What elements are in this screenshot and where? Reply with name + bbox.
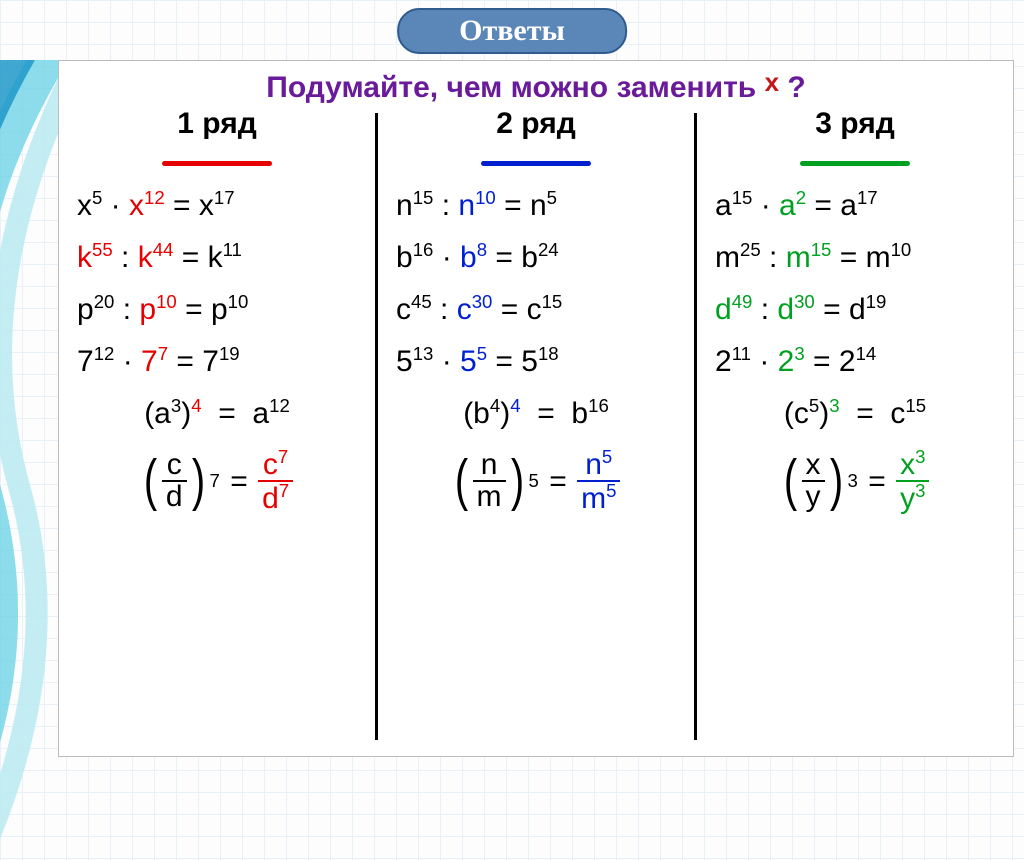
equation: n15 : n10 = n5 [396, 188, 676, 222]
column-underline [162, 161, 272, 166]
column-underline [800, 161, 910, 166]
equation: (nm)5 = n5m5 [396, 448, 676, 514]
column-3: 3 ряд a15 · a2 = a17 m25 : m15 = m10 d49 : … [697, 107, 1013, 752]
equation: a15 · a2 = a17 [715, 188, 995, 222]
equation: (b4)4 = b16 [396, 396, 676, 430]
equation: d49 : d30 = d19 [715, 292, 995, 326]
answers-badge: Ответы [397, 8, 627, 54]
equation: (cd)7 = c7d7 [77, 448, 357, 514]
column-underline [481, 161, 591, 166]
column-2: 2 ряд n15 : n10 = n5 b16 · b8 = b24 c45 : c… [378, 107, 694, 752]
equation: m25 : m15 = m10 [715, 240, 995, 274]
prompt-text: Подумайте, чем можно заменить х ? [59, 67, 1013, 105]
column-header: 1 ряд [77, 107, 357, 141]
equation: c45 : c30 = c15 [396, 292, 676, 326]
equation: b16 · b8 = b24 [396, 240, 676, 274]
equation: (a3)4 = a12 [77, 396, 357, 430]
column-1: 1 ряд x5 · x12 = x17 k55 : k44 = k11 p20 : … [59, 107, 375, 752]
equation: x5 · x12 = x17 [77, 188, 357, 222]
prompt-q: ? [779, 71, 806, 104]
equation: (c5)3 = c15 [715, 396, 995, 430]
equation: k55 : k44 = k11 [77, 240, 357, 274]
equation: p20 : p10 = p10 [77, 292, 357, 326]
prompt-pre: Подумайте, чем можно заменить [266, 71, 764, 104]
equation: 211 · 23 = 214 [715, 344, 995, 378]
equation: 513 · 55 = 518 [396, 344, 676, 378]
prompt-x: х [765, 67, 779, 97]
equation: (xy)3 = x3y3 [715, 448, 995, 514]
column-header: 2 ряд [396, 107, 676, 141]
worksheet: Подумайте, чем можно заменить х ? 1 ряд x… [58, 60, 1014, 757]
equation: 712 · 77 = 719 [77, 344, 357, 378]
column-header: 3 ряд [715, 107, 995, 141]
